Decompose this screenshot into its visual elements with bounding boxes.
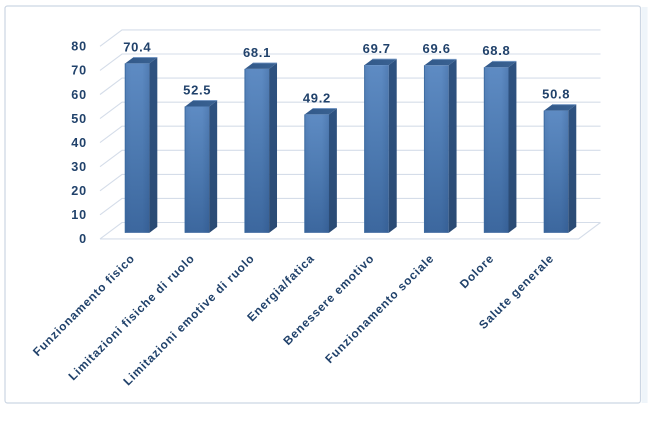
svg-text:30: 30 <box>71 160 87 174</box>
svg-text:20: 20 <box>71 184 87 198</box>
svg-text:68.8: 68.8 <box>482 43 510 58</box>
svg-text:69.6: 69.6 <box>423 41 451 56</box>
svg-text:49.2: 49.2 <box>303 90 331 105</box>
svg-text:0: 0 <box>79 232 87 246</box>
svg-text:60: 60 <box>71 88 87 102</box>
svg-text:68.1: 68.1 <box>243 45 271 60</box>
svg-text:70.4: 70.4 <box>123 39 151 54</box>
svg-text:70: 70 <box>71 64 87 78</box>
svg-text:80: 80 <box>71 40 87 54</box>
svg-text:52.5: 52.5 <box>183 82 211 97</box>
svg-text:10: 10 <box>71 208 87 222</box>
svg-text:50.8: 50.8 <box>542 87 570 102</box>
svg-text:50: 50 <box>71 112 87 126</box>
svg-text:69.7: 69.7 <box>363 41 391 56</box>
svg-text:40: 40 <box>71 136 87 150</box>
